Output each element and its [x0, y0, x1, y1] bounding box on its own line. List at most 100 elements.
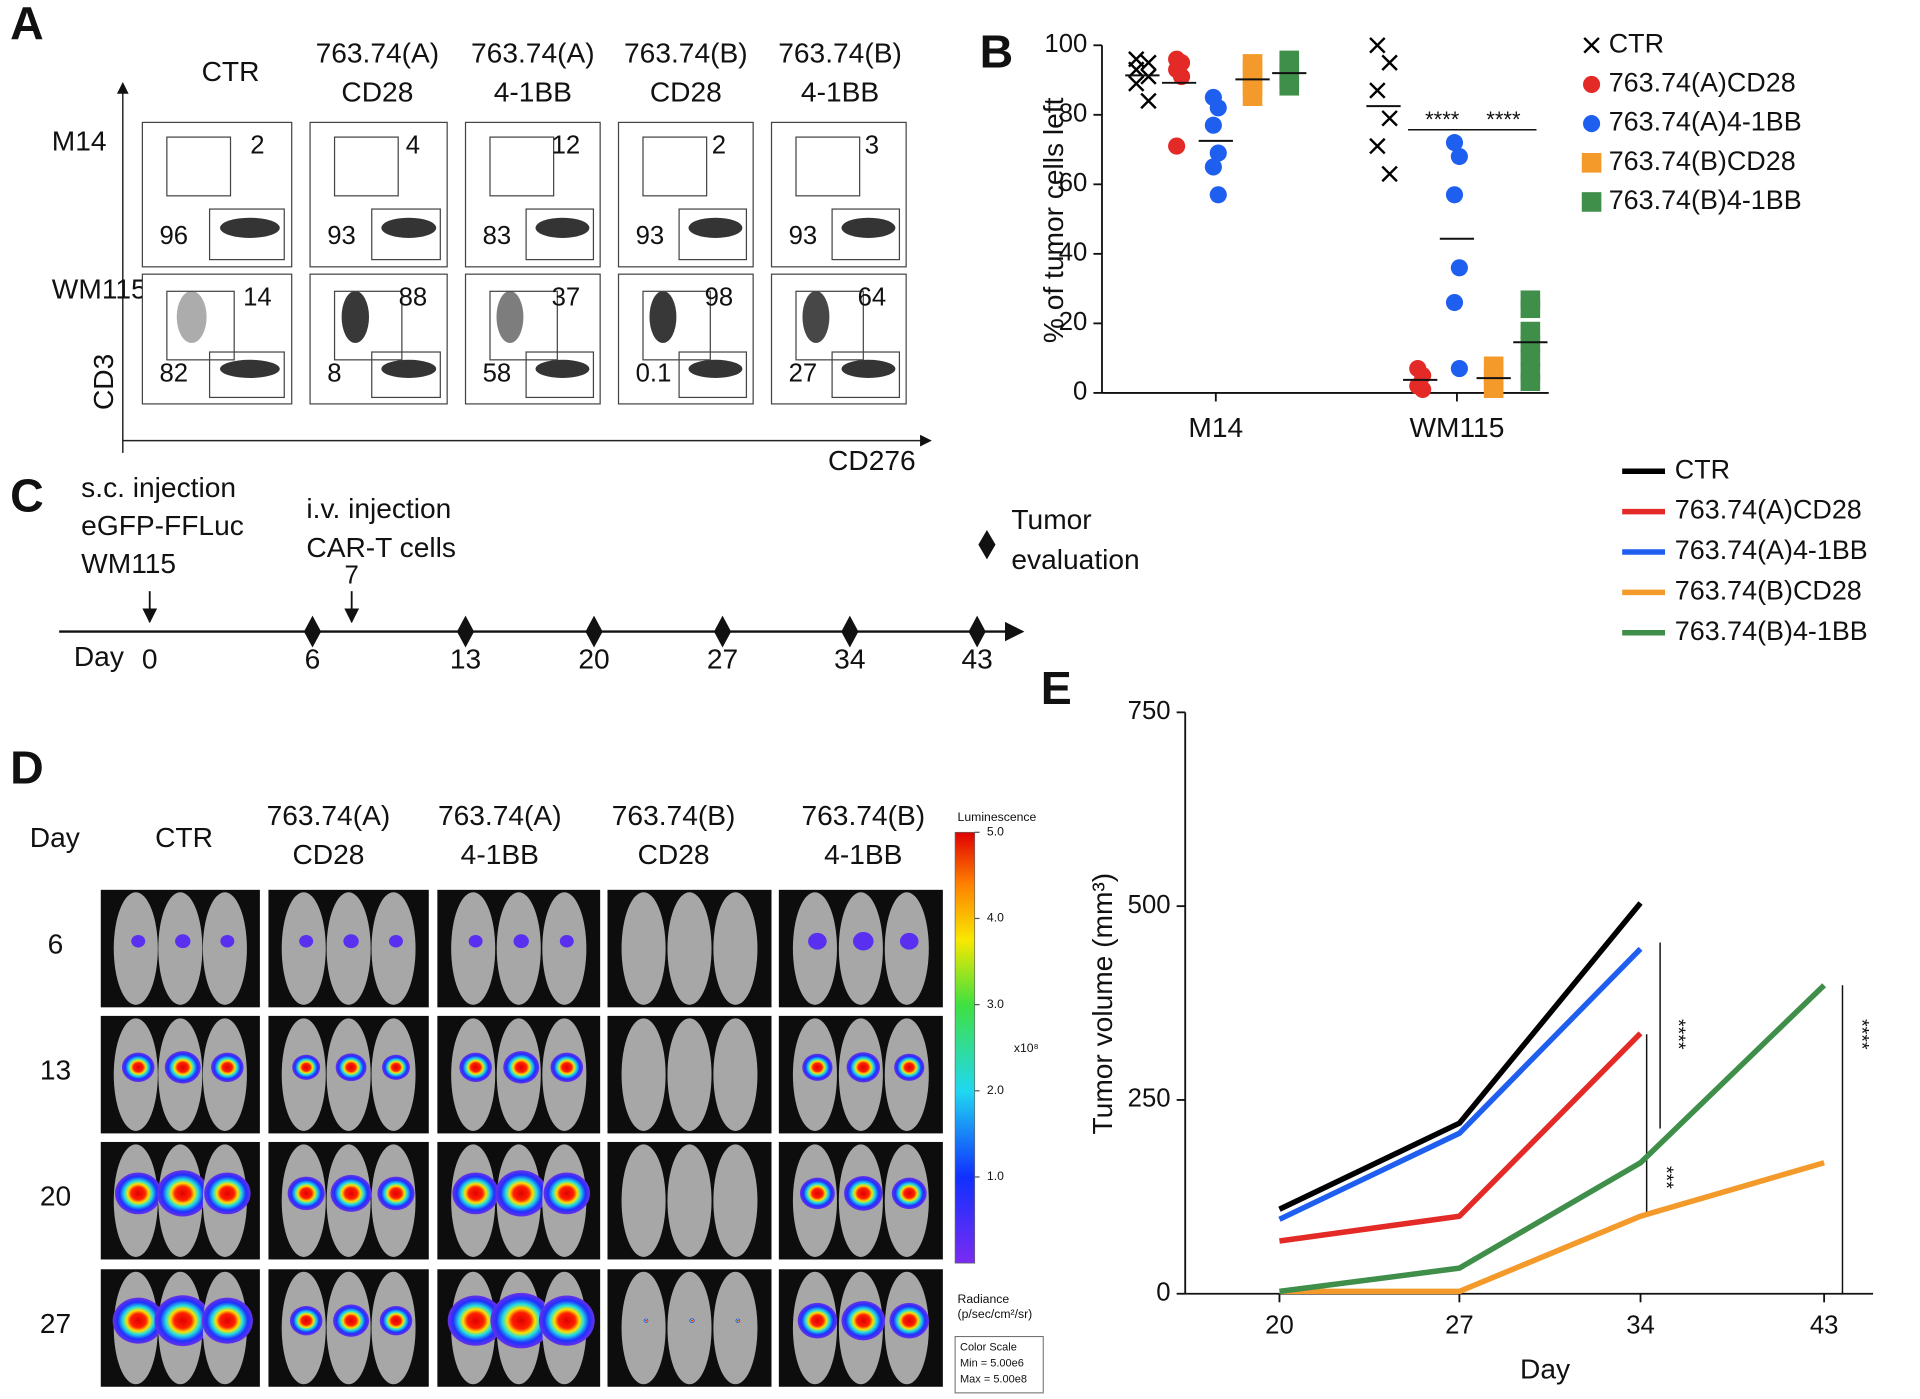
signal: [154, 1295, 212, 1347]
legend-label: 763.74(A)CD28: [1609, 68, 1796, 98]
point: [1369, 137, 1386, 155]
day-label: 34: [834, 643, 865, 674]
mouse-image: [437, 1269, 601, 1387]
cell-cloud: [220, 359, 280, 378]
signal: [335, 1053, 367, 1082]
flow-plot: [464, 273, 601, 405]
point: [1520, 321, 1541, 339]
signal: [201, 1297, 253, 1344]
series-line: [1279, 983, 1827, 1295]
gate: [333, 290, 403, 361]
point: [1172, 68, 1191, 86]
signal: [164, 1051, 201, 1084]
column-header: CD28: [341, 77, 413, 108]
significance: ****: [1851, 1019, 1873, 1050]
gate-value: 2: [250, 132, 264, 160]
y-tick-label: 250: [1128, 1085, 1171, 1113]
mouse: [621, 892, 666, 1005]
radiance-label: (p/sec/cm²/sr): [958, 1307, 1033, 1321]
signal: [289, 1306, 323, 1336]
gate: [678, 351, 748, 399]
mouse-image: [778, 1141, 943, 1260]
point: [1381, 110, 1398, 127]
mouse: [713, 1018, 758, 1131]
point: [1445, 293, 1464, 312]
scale-tick-label: 2.0: [987, 1083, 1004, 1097]
day-label: 20: [578, 643, 609, 674]
gate: [525, 208, 595, 261]
cell-cloud: [535, 217, 590, 238]
column-header: 4-1BB: [461, 839, 539, 870]
flow-plot: [309, 273, 448, 405]
cell-cloud: [176, 291, 207, 343]
signal: [538, 1295, 595, 1346]
signal: [846, 1052, 881, 1083]
scale-title: Luminescence: [958, 810, 1037, 824]
axis-label: CD276: [828, 445, 916, 476]
signal: [841, 1301, 886, 1341]
significance: ****: [1667, 1019, 1689, 1050]
panel-label: C: [10, 470, 44, 522]
panel-label: A: [10, 0, 44, 49]
mouse-image: [268, 1141, 429, 1260]
point: [1450, 259, 1468, 277]
signal: [689, 1318, 695, 1323]
significance: ****: [1425, 107, 1460, 132]
legend-diamond: [978, 529, 996, 560]
mouse: [496, 892, 541, 1005]
gate: [371, 351, 441, 399]
gate-value: 83: [483, 222, 512, 250]
panel-label: E: [1041, 662, 1072, 714]
legend-label: CTR: [1675, 454, 1730, 484]
mouse: [621, 1271, 666, 1385]
series-line: [1278, 946, 1643, 1222]
signal: [330, 1174, 372, 1212]
gate: [371, 208, 441, 261]
point: [1450, 147, 1468, 166]
point: [1381, 54, 1398, 71]
mouse: [326, 892, 371, 1005]
column-header: 763.74(B): [624, 38, 748, 69]
row-label: M14: [52, 126, 107, 157]
flow-plot: [770, 121, 907, 268]
cell-cloud: [341, 291, 370, 343]
column-header: CTR: [202, 56, 260, 87]
point: [1242, 88, 1263, 106]
y-tick-label: 40: [1059, 239, 1088, 267]
signal: [175, 934, 191, 949]
legend-label: 763.74(A)4-1BB: [1609, 107, 1802, 137]
signal: [543, 1172, 591, 1215]
gate: [642, 136, 708, 197]
mouse: [158, 892, 203, 1005]
gate-value: 12: [552, 132, 581, 160]
column-header: 4-1BB: [494, 77, 572, 108]
gate-value: 27: [789, 359, 818, 387]
x-tick-label: 43: [1810, 1312, 1839, 1340]
gate-value: 58: [483, 359, 512, 387]
point: [1445, 186, 1464, 204]
mouse: [113, 892, 158, 1005]
gate: [333, 136, 399, 197]
scale-tick-label: 4.0: [987, 911, 1004, 925]
signal: [131, 934, 146, 948]
x-tick-label: 27: [1445, 1312, 1474, 1340]
legend-label: 763.74(B)CD28: [1609, 146, 1796, 176]
color-scale-text: Min = 5.00e6: [960, 1357, 1024, 1369]
timeline-text: i.v. injection: [306, 493, 451, 524]
flow-plot: [141, 121, 293, 268]
signal: [468, 934, 483, 948]
y-tick-label: 500: [1128, 891, 1171, 919]
signal: [112, 1297, 164, 1344]
flow-plot: [309, 121, 448, 268]
signal: [459, 1052, 492, 1082]
timeline-text: evaluation: [1011, 544, 1139, 575]
gate-value: 64: [858, 283, 887, 311]
point: [1128, 75, 1145, 92]
mouse-image: [268, 1269, 429, 1387]
y-tick-label: 60: [1059, 169, 1088, 197]
cell-cloud: [688, 217, 743, 238]
signal: [292, 1054, 321, 1080]
gate: [525, 351, 595, 399]
series-line: [1279, 1160, 1825, 1295]
point: [1204, 158, 1222, 176]
